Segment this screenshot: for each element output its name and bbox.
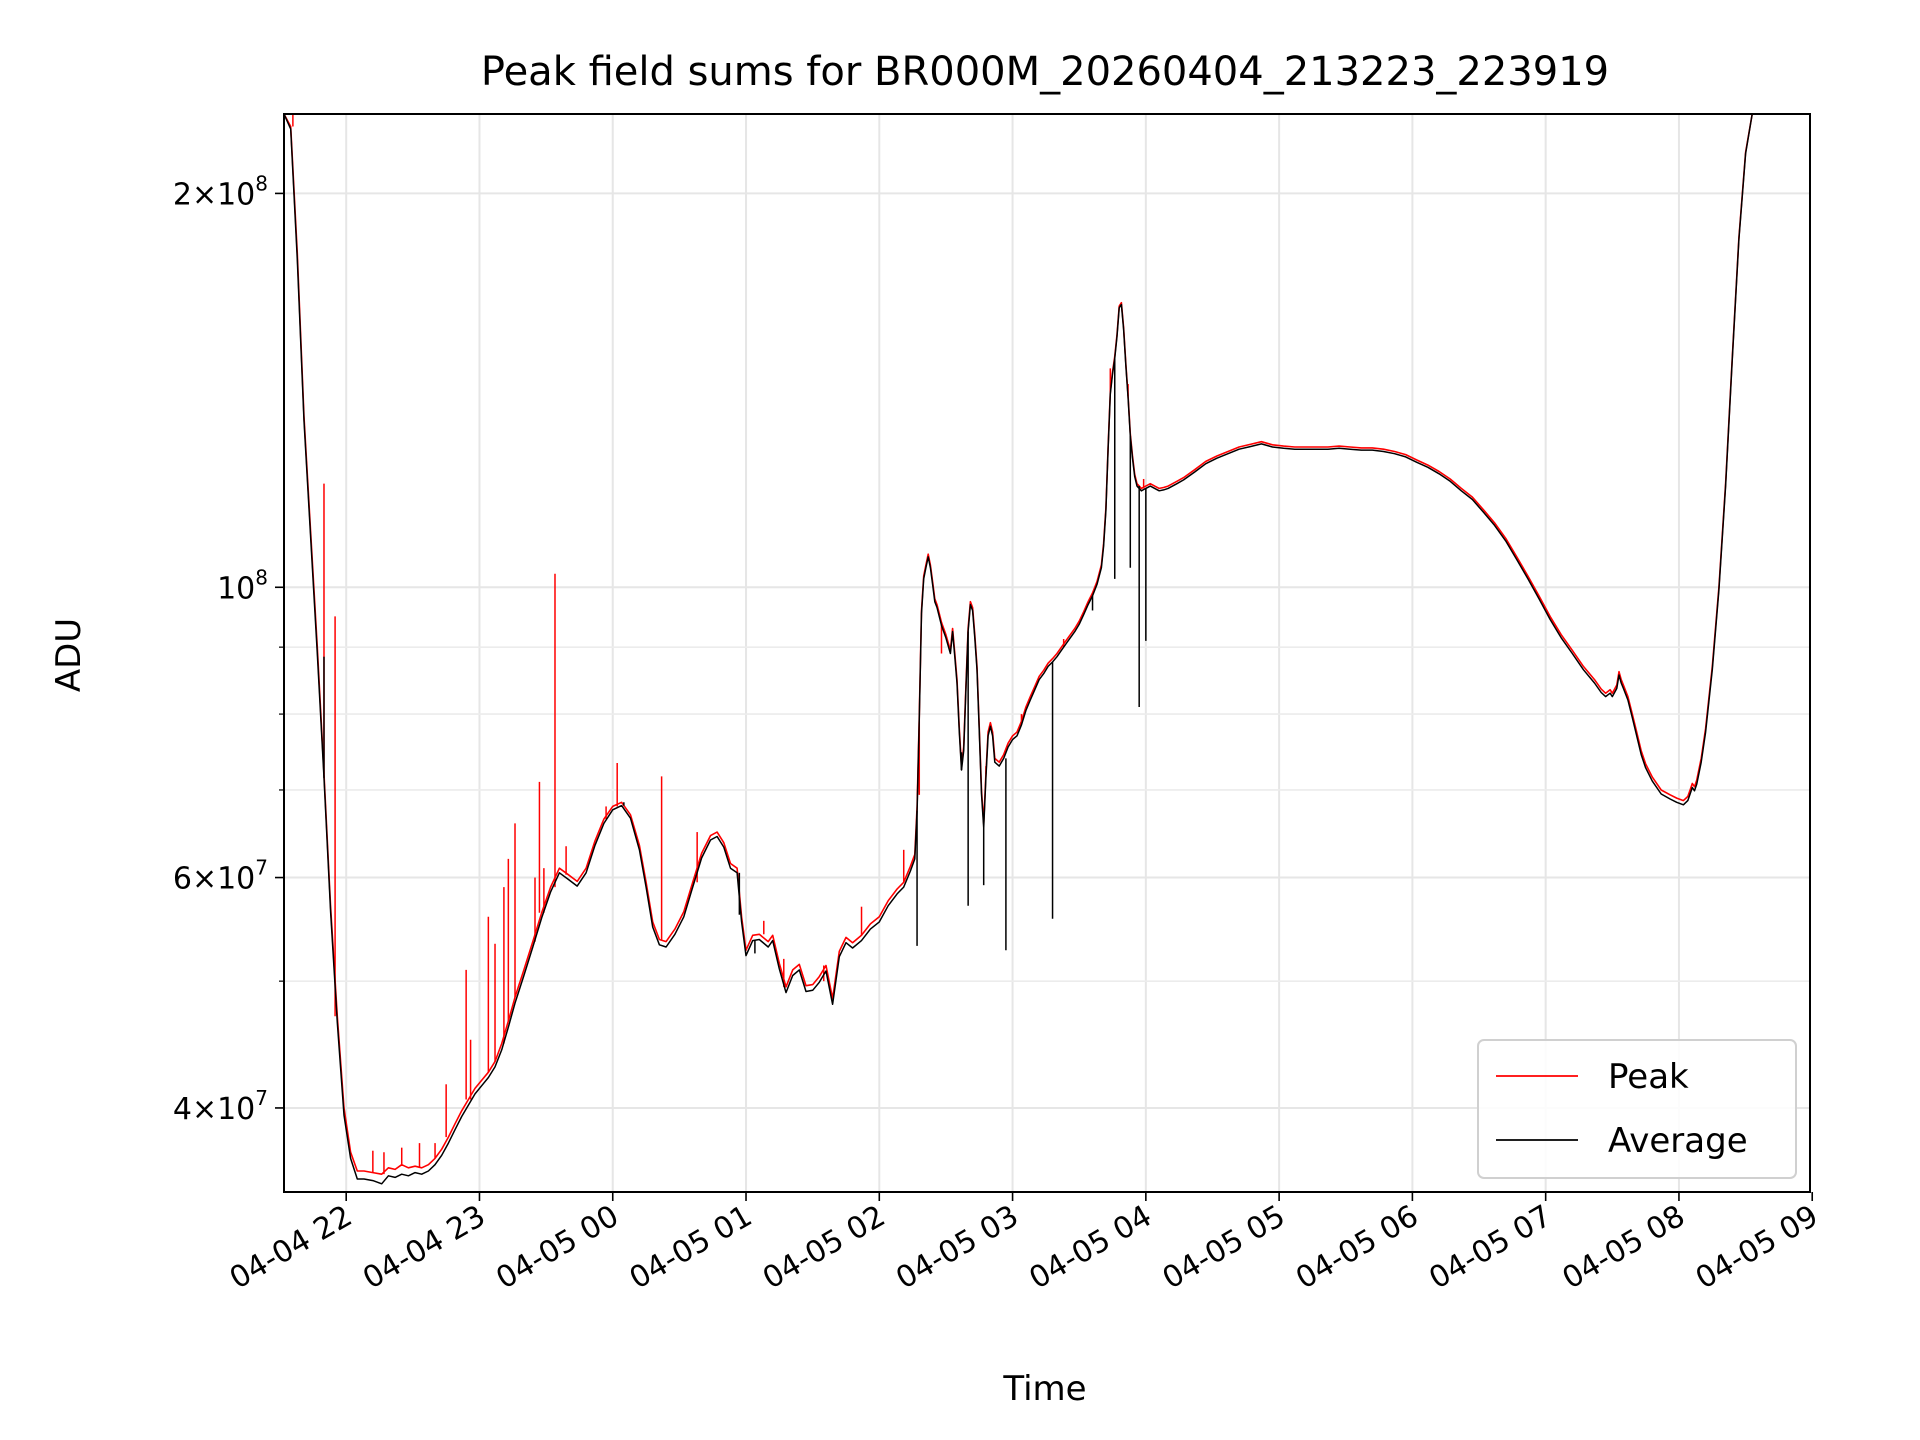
y-tick-base: 10 bbox=[217, 177, 255, 212]
y-tick-mantissa: 2 bbox=[173, 177, 192, 212]
grid bbox=[284, 114, 1810, 1192]
y-tick-label: 4×107 bbox=[173, 1086, 268, 1127]
chart-title: Peak field sums for BR000M_20260404_2132… bbox=[481, 49, 1609, 95]
y-tick-base: 10 bbox=[217, 1092, 255, 1127]
y-tick-times: × bbox=[192, 177, 217, 212]
y-axis-label: ADU bbox=[49, 618, 89, 692]
y-tick-exponent: 8 bbox=[255, 565, 268, 589]
y-tick-exponent: 7 bbox=[255, 1086, 268, 1110]
y-tick-label: 6×107 bbox=[173, 856, 268, 897]
series-average bbox=[284, 114, 1753, 1185]
axes-frame bbox=[283, 113, 1811, 1193]
legend: Peak Average bbox=[1477, 1039, 1797, 1179]
y-tick-times: × bbox=[192, 862, 217, 897]
legend-box bbox=[1477, 1039, 1797, 1179]
y-tick-mantissa: 10 bbox=[217, 571, 255, 606]
legend-label-peak: Peak bbox=[1608, 1057, 1689, 1097]
y-tick-label: 2×108 bbox=[173, 171, 268, 212]
y-tick-mantissa: 6 bbox=[173, 862, 192, 897]
x-axis-label: Time bbox=[1002, 1369, 1086, 1409]
y-tick-base: 10 bbox=[217, 862, 255, 897]
series-line-average bbox=[284, 114, 1753, 1185]
y-tick-exponent: 8 bbox=[255, 171, 268, 195]
plot-area bbox=[284, 114, 1753, 1185]
y-tick-mantissa: 4 bbox=[173, 1092, 192, 1127]
y-tick-times: × bbox=[192, 1092, 217, 1127]
y-tick-exponent: 7 bbox=[255, 856, 268, 880]
legend-label-average: Average bbox=[1608, 1121, 1748, 1161]
y-tick-label: 108 bbox=[217, 565, 268, 606]
